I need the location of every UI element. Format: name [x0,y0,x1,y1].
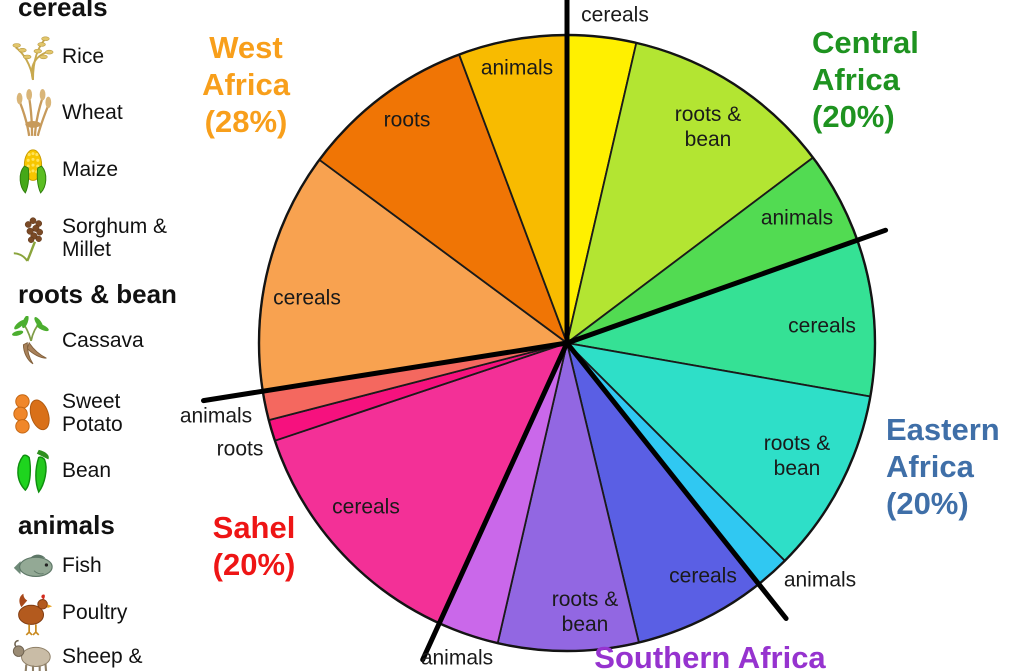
slice-label-sahel-animals: animals [179,404,253,428]
legend-item-label: Rice [62,45,105,69]
legend-item-bean: Bean [10,444,186,498]
wheat-icon [10,88,56,138]
legend: cereals Rice Wheat Maize Sorghum & Millet roo… [0,0,220,671]
slice-label-central-africa-cereals: cereals [581,3,649,27]
slice-label-west-africa-roots: roots [383,108,431,132]
sweet-potato-icon [10,388,56,438]
cassava-icon [10,315,56,366]
slice-label-central-africa-roots-bean: roots & bean [674,103,742,151]
legend-header-animals: animals [18,510,115,540]
region-label-sahel: Sahel (20%) [212,509,296,582]
slice-label-eastern-africa-roots-bean: roots & bean [763,432,831,480]
region-label-southern-africa: Southern Africa (12%) [594,639,826,671]
poultry-icon [10,588,56,638]
slice-label-west-africa-animals: animals [480,56,554,80]
slice-label-west-africa-cereals: cereals [273,286,341,310]
legend-item-sorghum-millet: Sorghum & Millet [10,211,186,265]
legend-item-fish: Fish [10,539,186,593]
slice-label-eastern-africa-animals: animals [783,568,857,592]
maize-icon [10,145,56,195]
region-divider-2 [564,340,789,621]
region-divider-4 [201,340,570,404]
legend-item-rice: Rice [10,30,186,84]
region-label-eastern-africa: Eastern Africa (20%) [886,412,1000,522]
legend-header-roots-bean: roots & bean [18,279,177,309]
bean-icon [10,446,56,496]
legend-item-label: Maize [62,158,119,182]
legend-item-maize: Maize [10,143,186,197]
legend-item-sheep: Sheep & [10,630,186,671]
fish-icon [10,541,56,591]
slice-label-southern-africa-animals: animals [420,646,494,670]
legend-item-sweet-potato: Sweet Potato [10,386,186,440]
region-divider-3 [420,340,570,663]
legend-item-label: Fish [62,554,102,578]
legend-item-wheat: Wheat [10,86,186,140]
region-divider-1 [564,227,889,346]
legend-item-label: Sheep & [62,645,143,669]
slice-label-central-africa-animals: animals [760,206,834,230]
legend-item-label: Cassava [62,329,144,353]
legend-item-label: Sorghum & Millet [62,214,168,261]
rice-icon [10,32,56,82]
legend-header-cereals: cereals [18,0,108,22]
legend-item-label: Sweet Potato [62,389,123,436]
region-label-central-africa: Central Africa (20%) [812,25,919,135]
legend-item-label: Poultry [62,601,128,625]
legend-item-poultry: Poultry [10,586,186,640]
sorghum-icon [10,213,56,263]
slice-label-sahel-roots: roots [216,437,264,461]
legend-item-label: Wheat [62,101,123,125]
legend-item-cassava: Cassava [10,314,186,368]
slice-label-sahel-cereals: cereals [332,495,400,519]
region-label-west-africa: West Africa (28%) [202,30,290,140]
slice-label-southern-africa-cereals: cereals [669,564,737,588]
slice-label-eastern-africa-cereals: cereals [788,314,856,338]
sheep-icon [10,632,56,671]
slice-label-southern-africa-roots-bean: roots & bean [551,588,619,636]
legend-item-label: Bean [62,459,112,483]
